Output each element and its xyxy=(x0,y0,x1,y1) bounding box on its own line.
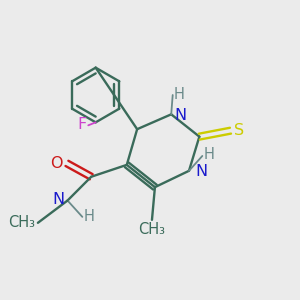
Text: CH₃: CH₃ xyxy=(8,215,35,230)
Text: N: N xyxy=(52,192,64,207)
Text: N: N xyxy=(195,164,207,179)
Text: H: H xyxy=(173,87,184,102)
Text: N: N xyxy=(175,108,187,123)
Text: O: O xyxy=(50,156,62,171)
Text: H: H xyxy=(204,147,215,162)
Text: F: F xyxy=(77,117,87,132)
Text: H: H xyxy=(84,209,95,224)
Text: CH₃: CH₃ xyxy=(139,222,166,237)
Text: S: S xyxy=(234,123,244,138)
